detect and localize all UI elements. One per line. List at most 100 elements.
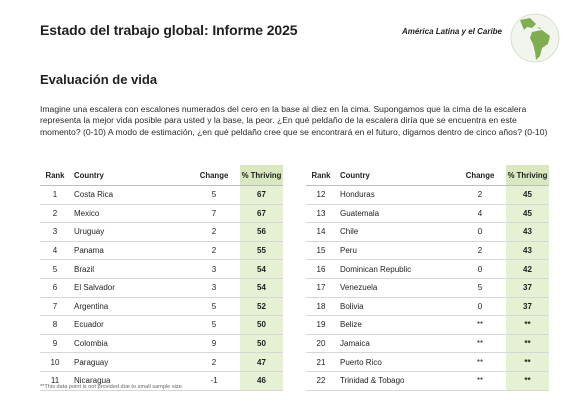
rank-cell: 22 — [306, 371, 336, 391]
change-cell: 0 — [454, 222, 506, 242]
rank-header: Rank — [40, 165, 70, 186]
table-row: 18 Bolivia 0 37 — [306, 297, 549, 317]
table-row: 14 Chile 0 43 — [306, 222, 549, 242]
change-cell: 5 — [188, 185, 240, 205]
country-cell: Jamaica — [336, 334, 454, 354]
latin-america-map-icon — [510, 13, 560, 63]
rank-cell: 9 — [40, 334, 70, 354]
rank-cell: 4 — [40, 241, 70, 261]
rank-cell: 15 — [306, 241, 336, 261]
country-cell: Brazil — [70, 259, 188, 279]
thriving-cell: 67 — [240, 185, 283, 205]
table-row: 19 Belize ** ** — [306, 315, 549, 335]
thriving-cell: 50 — [240, 334, 283, 354]
change-cell: 0 — [454, 259, 506, 279]
table-row: 5 Brazil 3 54 — [40, 259, 283, 279]
thriving-cell: 56 — [240, 222, 283, 242]
thriving-header: % Thriving — [240, 165, 283, 186]
table-header-row: Rank Country Change % Thriving — [40, 165, 283, 186]
rank-cell: 10 — [40, 352, 70, 372]
country-cell: Bolivia — [336, 297, 454, 317]
table-row: 10 Paraguay 2 47 — [40, 352, 283, 372]
change-cell: 2 — [188, 241, 240, 261]
change-cell: ** — [454, 315, 506, 335]
country-cell: Nicaragua — [70, 371, 188, 391]
change-header: Change — [454, 165, 506, 186]
country-cell: Argentina — [70, 297, 188, 317]
country-cell: Mexico — [70, 204, 188, 224]
country-header: Country — [336, 165, 454, 186]
table-header-row: Rank Country Change % Thriving — [306, 165, 549, 186]
change-cell: -1 — [188, 371, 240, 391]
change-cell: ** — [454, 334, 506, 354]
country-cell: Uruguay — [70, 222, 188, 242]
country-cell: Chile — [336, 222, 454, 242]
table-row: 15 Peru 2 43 — [306, 241, 549, 261]
thriving-cell: 45 — [506, 204, 549, 224]
rank-cell: 20 — [306, 334, 336, 354]
thriving-cell: 50 — [240, 315, 283, 335]
country-cell: Trinidad & Tobago — [336, 371, 454, 391]
region-label: América Latina y el Caribe — [401, 27, 502, 36]
table-row: 6 El Salvador 3 54 — [40, 278, 283, 298]
rank-cell: 13 — [306, 204, 336, 224]
change-cell: 4 — [454, 204, 506, 224]
country-cell: Costa Rica — [70, 185, 188, 205]
change-cell: 2 — [454, 241, 506, 261]
rank-cell: 16 — [306, 259, 336, 279]
country-cell: Colombia — [70, 334, 188, 354]
thriving-cell: ** — [506, 315, 549, 335]
rank-header: Rank — [306, 165, 336, 186]
country-header: Country — [70, 165, 188, 186]
thriving-cell: ** — [506, 334, 549, 354]
table-row: 20 Jamaica ** ** — [306, 334, 549, 354]
rank-cell: 12 — [306, 185, 336, 205]
table-row: 12 Honduras 2 45 — [306, 185, 549, 205]
rank-cell: 21 — [306, 352, 336, 372]
thriving-cell: 43 — [506, 241, 549, 261]
rank-cell: 8 — [40, 315, 70, 335]
table-row: 16 Dominican Republic 0 42 — [306, 259, 549, 279]
change-cell: 9 — [188, 334, 240, 354]
change-cell: 2 — [454, 185, 506, 205]
rank-cell: 18 — [306, 297, 336, 317]
thriving-cell: 45 — [506, 185, 549, 205]
country-cell: El Salvador — [70, 278, 188, 298]
table-row: 11 Nicaragua -1 46 — [40, 371, 283, 391]
thriving-cell: 67 — [240, 204, 283, 224]
change-cell: 2 — [188, 222, 240, 242]
table-row: 9 Colombia 9 50 — [40, 334, 283, 354]
rank-cell: 1 — [40, 185, 70, 205]
country-cell: Dominican Republic — [336, 259, 454, 279]
country-cell: Venezuela — [336, 278, 454, 298]
report-title: Estado del trabajo global: Informe 2025 — [40, 22, 298, 38]
thriving-cell: 42 — [506, 259, 549, 279]
rank-cell: 19 — [306, 315, 336, 335]
change-cell: 2 — [188, 352, 240, 372]
rank-cell: 14 — [306, 222, 336, 242]
country-cell: Belize — [336, 315, 454, 335]
thriving-cell: 37 — [506, 278, 549, 298]
country-cell: Paraguay — [70, 352, 188, 372]
country-cell: Ecuador — [70, 315, 188, 335]
thriving-cell: ** — [506, 352, 549, 372]
thriving-cell: 55 — [240, 241, 283, 261]
thriving-header: % Thriving — [506, 165, 549, 186]
thriving-cell: ** — [506, 371, 549, 391]
change-cell: ** — [454, 352, 506, 372]
table-row: 22 Trinidad & Tobago ** ** — [306, 371, 549, 391]
table-row: 7 Argentina 5 52 — [40, 297, 283, 317]
thriving-cell: 52 — [240, 297, 283, 317]
section-title: Evaluación de vida — [40, 72, 158, 87]
change-cell: 3 — [188, 278, 240, 298]
ranking-table-left: Rank Country Change % Thriving 1 Costa Ri… — [40, 165, 283, 391]
change-cell: 5 — [188, 297, 240, 317]
ranking-table-right: Rank Country Change % Thriving 12 Hondura… — [306, 165, 549, 391]
change-cell: 3 — [188, 259, 240, 279]
change-cell: 0 — [454, 297, 506, 317]
country-cell: Peru — [336, 241, 454, 261]
footnote: **This data point is not provided due to… — [40, 384, 184, 390]
thriving-cell: 43 — [506, 222, 549, 242]
change-cell: 7 — [188, 204, 240, 224]
table-row: 21 Puerto Rico ** ** — [306, 352, 549, 372]
